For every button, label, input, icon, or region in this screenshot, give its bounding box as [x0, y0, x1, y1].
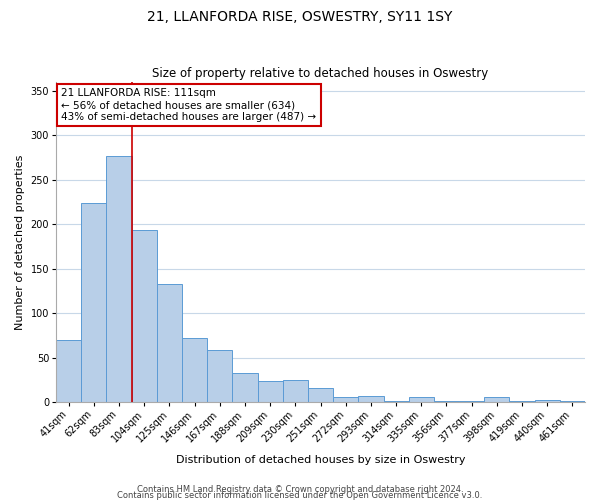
- Bar: [509, 401, 535, 402]
- Bar: [257, 380, 283, 402]
- Bar: [232, 372, 257, 402]
- Bar: [106, 156, 131, 402]
- Text: Contains public sector information licensed under the Open Government Licence v3: Contains public sector information licen…: [118, 491, 482, 500]
- Bar: [308, 388, 333, 402]
- X-axis label: Distribution of detached houses by size in Oswestry: Distribution of detached houses by size …: [176, 455, 466, 465]
- Bar: [409, 398, 434, 402]
- Title: Size of property relative to detached houses in Oswestry: Size of property relative to detached ho…: [152, 66, 488, 80]
- Bar: [157, 284, 182, 402]
- Text: 21, LLANFORDA RISE, OSWESTRY, SY11 1SY: 21, LLANFORDA RISE, OSWESTRY, SY11 1SY: [148, 10, 452, 24]
- Bar: [484, 396, 509, 402]
- Bar: [131, 230, 157, 402]
- Text: Contains HM Land Registry data © Crown copyright and database right 2024.: Contains HM Land Registry data © Crown c…: [137, 485, 463, 494]
- Bar: [560, 401, 585, 402]
- Bar: [383, 401, 409, 402]
- Bar: [434, 401, 459, 402]
- Y-axis label: Number of detached properties: Number of detached properties: [15, 154, 25, 330]
- Bar: [283, 380, 308, 402]
- Bar: [56, 340, 82, 402]
- Bar: [358, 396, 383, 402]
- Bar: [82, 203, 106, 402]
- Bar: [333, 398, 358, 402]
- Bar: [207, 350, 232, 402]
- Bar: [182, 338, 207, 402]
- Bar: [459, 401, 484, 402]
- Text: 21 LLANFORDA RISE: 111sqm
← 56% of detached houses are smaller (634)
43% of semi: 21 LLANFORDA RISE: 111sqm ← 56% of detac…: [61, 88, 317, 122]
- Bar: [535, 400, 560, 402]
